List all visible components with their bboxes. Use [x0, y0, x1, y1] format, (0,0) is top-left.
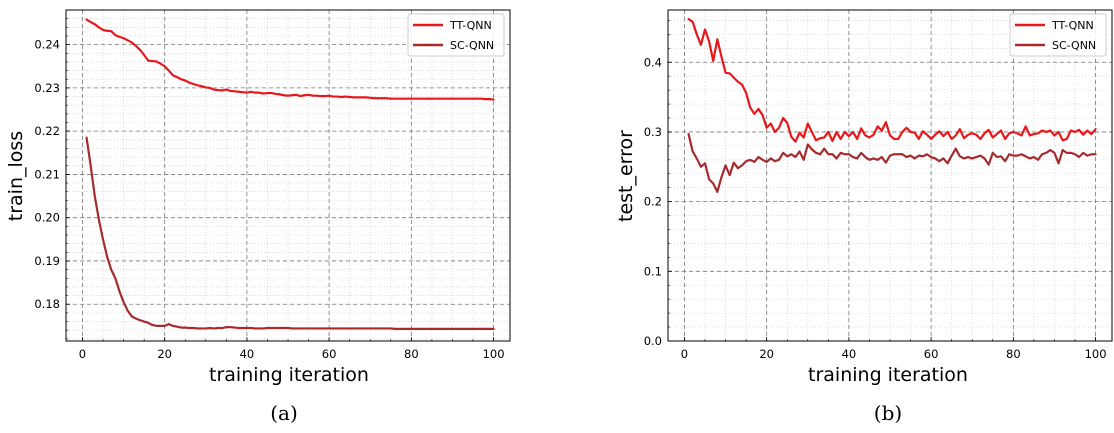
x-tick-label: 80 [1006, 347, 1021, 361]
x-tick-label: 20 [157, 347, 172, 361]
chart-b-frame [667, 9, 1113, 342]
x-tick-label: 100 [483, 347, 505, 361]
chart-a-xlabel: training iteration [209, 364, 369, 386]
chart-b-legend: TT-QNN SC-QNN [1009, 13, 1107, 57]
y-tick-label: 0.0 [644, 334, 662, 348]
chart-b-lines [687, 17, 1097, 193]
chart-b: 0 20 40 60 80 100 0.0 0.1 0.2 0.3 0.4 TT-QNN SC-QN… [615, 9, 1113, 425]
x-tick-label: 60 [924, 347, 939, 361]
x-tick-label: 60 [322, 347, 337, 361]
x-tick-label: 40 [842, 347, 857, 361]
y-tick-label: 0.24 [34, 38, 60, 52]
y-tick-label: 0.1 [644, 264, 662, 278]
series-line-tt-qnn [687, 17, 1097, 143]
x-tick-label: 80 [404, 347, 419, 361]
chart-b-xlabel: training iteration [808, 364, 968, 386]
series-line-sc-qnn [687, 132, 1097, 193]
y-tick-label: 0.4 [644, 55, 662, 69]
x-tick-label: 100 [1085, 347, 1107, 361]
chart-a-legend-label-sc: SC-QNN [450, 39, 494, 52]
series-line-sc-qnn [85, 136, 495, 330]
y-tick-label: 0.23 [34, 81, 60, 95]
x-tick-label: 20 [759, 347, 774, 361]
chart-a-legend: TT-QNN SC-QNN [407, 13, 505, 57]
x-tick-label: 0 [681, 347, 688, 361]
chart-b-grid [668, 10, 1112, 342]
y-tick-label: 0.18 [34, 297, 60, 311]
y-tick-label: 0.19 [34, 254, 60, 268]
chart-b-legend-label-sc: SC-QNN [1052, 39, 1096, 52]
chart-b-legend-label-tt: TT-QNN [1051, 19, 1094, 32]
chart-a-caption: (a) [270, 401, 298, 425]
chart-a-lines [85, 18, 495, 330]
chart-a-ylabel: train_loss [5, 131, 27, 221]
chart-b-ylabel: test_error [615, 130, 637, 222]
chart-a-frame [65, 9, 511, 342]
chart-a: 0 20 40 60 80 100 0.18 0.19 0.20 0.21 0.22 0.23 0.24… [5, 9, 511, 425]
chart-a-grid [66, 9, 510, 341]
y-tick-label: 0.20 [34, 211, 60, 225]
chart-a-ticks: 0 20 40 60 80 100 0.18 0.19 0.20 0.21 0.22 0.23 0.24 [34, 9, 505, 361]
y-tick-label: 0.3 [644, 125, 662, 139]
series-line-tt-qnn [85, 18, 495, 101]
y-tick-label: 0.2 [644, 195, 662, 209]
x-tick-label: 0 [79, 347, 86, 361]
y-tick-label: 0.21 [34, 167, 60, 181]
x-tick-label: 40 [240, 347, 255, 361]
y-tick-label: 0.22 [34, 124, 60, 138]
chart-b-caption: (b) [874, 401, 902, 425]
chart-a-legend-label-tt: TT-QNN [449, 19, 492, 32]
